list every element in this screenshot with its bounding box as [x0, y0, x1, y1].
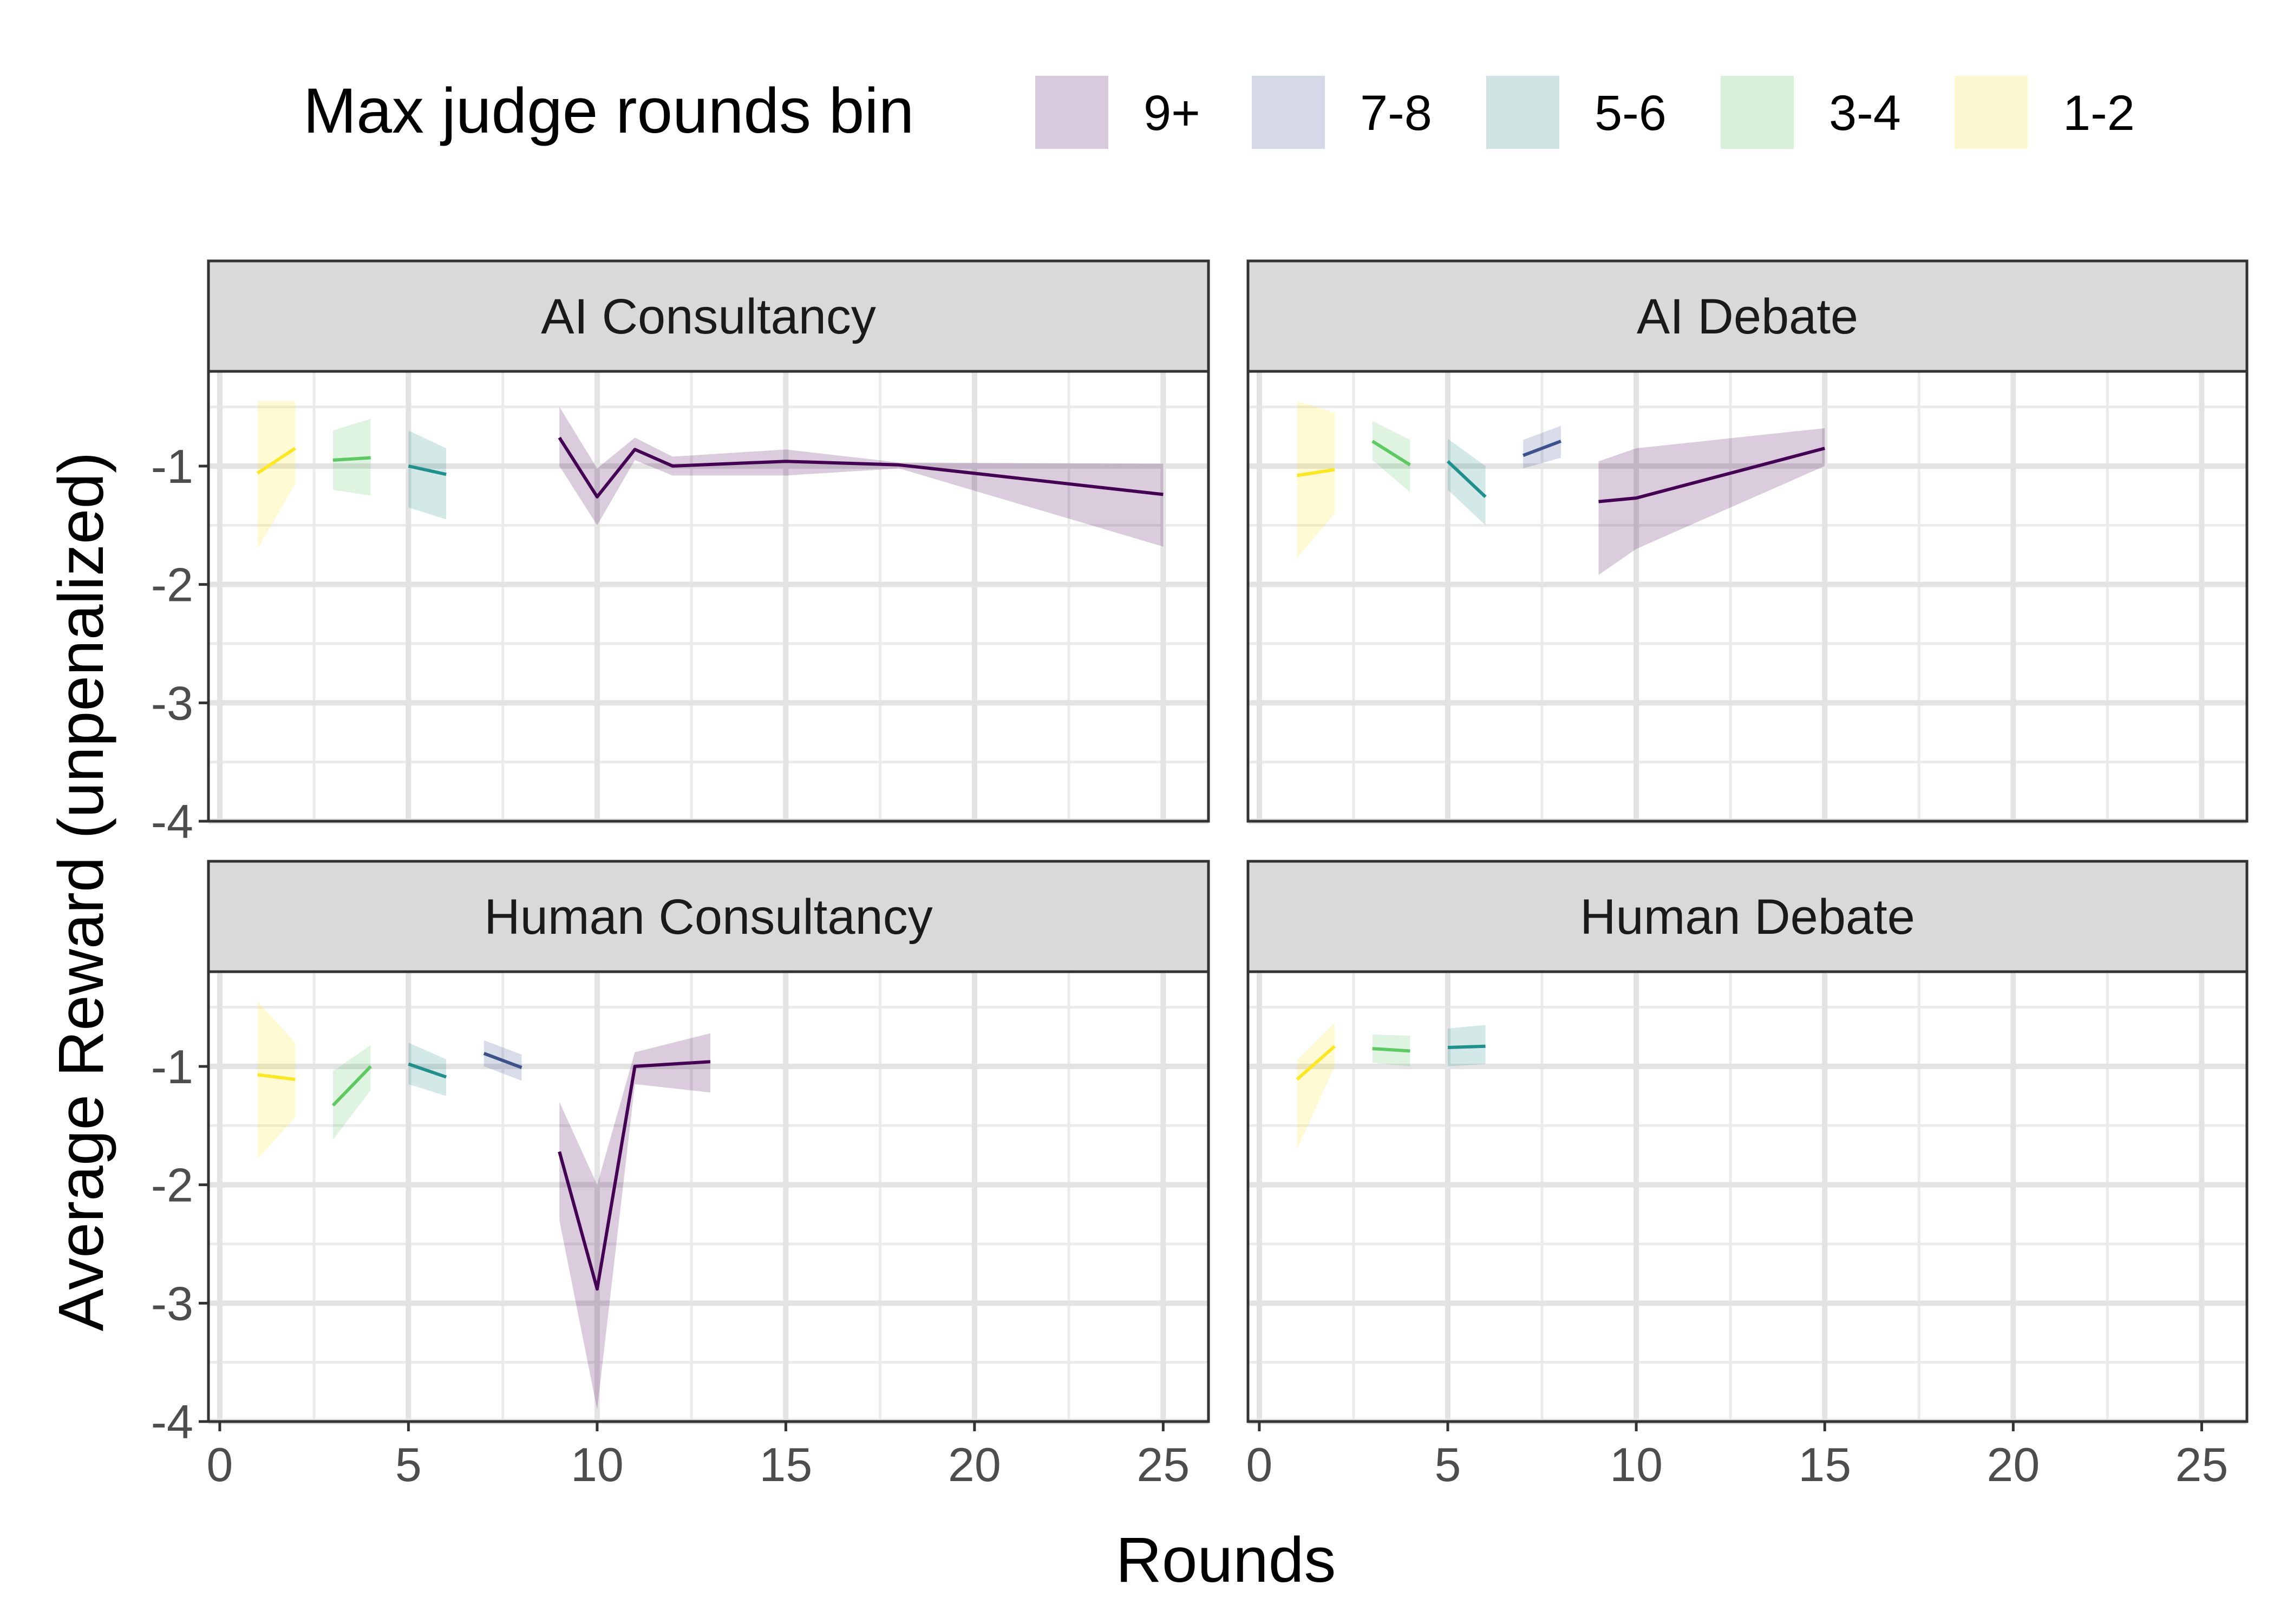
facet-panel: Human Debate 0 5 10 15 20 25 — [1246, 860, 2249, 1491]
x-tick-label: 20 — [948, 1438, 1001, 1491]
y-tick-label: -1 — [151, 440, 193, 493]
legend-label: 5-6 — [1595, 86, 1667, 141]
legend-label: 3-4 — [1829, 86, 1901, 141]
legend: Max judge rounds bin 9+ 7-8 5-6 3-4 1-2 — [303, 75, 2135, 149]
ribbon-3-4 — [333, 1045, 371, 1140]
strip-background — [207, 259, 1210, 373]
x-tick-label: 25 — [1136, 1438, 1190, 1491]
strip-background — [207, 860, 1210, 973]
x-tick-label: 15 — [759, 1438, 812, 1491]
legend-keys: 9+ 7-8 5-6 3-4 1-2 — [1035, 76, 2135, 149]
y-tick-label: -3 — [151, 676, 193, 730]
ribbon-5-6 — [408, 430, 447, 520]
series-line-9+ — [558, 1060, 711, 1291]
x-tick-label: 10 — [1610, 1438, 1663, 1491]
facet-panel: Human Consultancy -1 -2 -3 -40 5 10 15 20 25 — [151, 860, 1210, 1491]
legend-key-9+ — [1035, 76, 1108, 149]
strip-background — [1246, 259, 2249, 373]
series-line-5-6 — [408, 464, 447, 476]
y-tick-label: -4 — [151, 795, 193, 848]
series-line-5-6 — [408, 1062, 447, 1079]
x-tick-label: 20 — [1987, 1438, 2040, 1491]
ribbon-3-4 — [333, 418, 371, 496]
y-tick-label: -2 — [151, 558, 193, 612]
strip-label: AI Consultancy — [541, 289, 876, 344]
facet-panel: AI Consultancy -1 -2 -3 -4 — [151, 259, 1210, 848]
legend-key-3-4 — [1721, 76, 1794, 149]
series-line-1-2 — [1297, 468, 1335, 477]
x-tick-label: 5 — [395, 1438, 422, 1491]
strip-label: AI Debate — [1637, 289, 1858, 344]
series-line-5-6 — [1447, 1044, 1486, 1049]
ribbon-9+ — [559, 1033, 710, 1410]
legend-key-5-6 — [1486, 76, 1559, 149]
series-line-1-2 — [256, 447, 296, 475]
panel-background — [1248, 972, 2247, 1422]
ribbon-3-4 — [1372, 421, 1410, 493]
ribbon-9+ — [559, 407, 1164, 547]
x-tick-label: 0 — [206, 1438, 233, 1491]
y-axis-title: Average Reward (unpenalized) — [45, 452, 117, 1332]
series-line-3-4 — [1371, 440, 1411, 467]
y-tick-label: -4 — [151, 1395, 193, 1449]
panel-background — [208, 972, 1208, 1422]
y-tick-label: -2 — [151, 1158, 193, 1212]
legend-label: 7-8 — [1360, 86, 1432, 141]
x-tick-label: 0 — [1246, 1438, 1272, 1491]
series-line-1-2 — [257, 1073, 296, 1081]
legend-label: 1-2 — [2063, 86, 2135, 141]
legend-key-7-8 — [1252, 76, 1325, 149]
strip-background — [1246, 860, 2249, 973]
x-tick-label: 25 — [2175, 1438, 2229, 1491]
strip-label: Human Debate — [1580, 889, 1915, 945]
series-line-7-8 — [483, 1052, 522, 1069]
series-line-3-4 — [1372, 1047, 1410, 1053]
legend-key-1-2 — [1955, 76, 2028, 149]
series-line-9+ — [1598, 447, 1825, 503]
ribbon-1-2 — [1297, 401, 1335, 559]
y-tick-label: -3 — [151, 1276, 193, 1330]
ribbon-5-6 — [1448, 438, 1486, 526]
facet-panel: AI Debate — [1246, 259, 2249, 824]
panel-background — [1248, 371, 2247, 821]
ribbon-1-2 — [257, 401, 296, 549]
series-line-1-2 — [1296, 1045, 1336, 1081]
x-tick-label: 10 — [571, 1438, 624, 1491]
strip-label: Human Consultancy — [484, 889, 932, 945]
ribbon-9+ — [1598, 428, 1825, 575]
x-tick-label: 5 — [1435, 1438, 1461, 1491]
y-tick-label: -1 — [151, 1040, 193, 1093]
panel-background — [208, 371, 1208, 821]
legend-title: Max judge rounds bin — [303, 75, 914, 147]
series-line-7-8 — [1522, 440, 1561, 457]
series-line-3-4 — [332, 456, 371, 462]
facet-panels: AI Consultancy -1 -2 -3 -4 AI Debate Human Con… — [151, 259, 2249, 1491]
ribbon-1-2 — [257, 1001, 296, 1159]
x-axis-title: Rounds — [1116, 1524, 1336, 1596]
series-line-5-6 — [1446, 460, 1487, 498]
x-tick-label: 15 — [1798, 1438, 1851, 1491]
series-line-9+ — [558, 436, 1164, 499]
series-line-3-4 — [331, 1065, 372, 1107]
legend-label: 9+ — [1143, 86, 1200, 141]
